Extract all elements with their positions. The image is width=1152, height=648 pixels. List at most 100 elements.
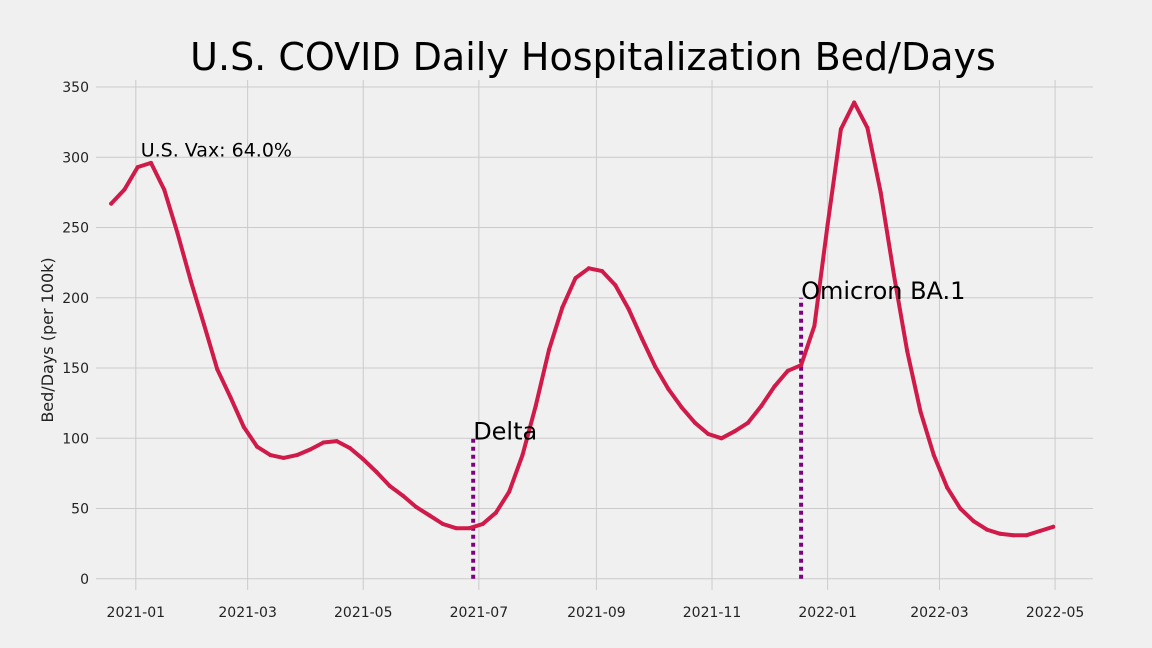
- data-point: [467, 526, 472, 531]
- y-tick-label: 250: [62, 221, 89, 237]
- x-tick-label: 2021-01: [107, 605, 166, 621]
- data-point: [162, 187, 167, 192]
- data-point: [334, 439, 339, 444]
- data-point: [268, 453, 273, 458]
- data-point: [148, 160, 153, 165]
- data-point: [759, 403, 764, 408]
- data-point: [984, 527, 989, 532]
- data-point: [878, 190, 883, 195]
- data-point: [958, 506, 963, 511]
- x-tick-label: 2021-05: [334, 605, 393, 621]
- data-point: [427, 513, 432, 518]
- x-tick-label: 2022-03: [910, 605, 969, 621]
- data-point: [175, 231, 180, 236]
- data-point: [945, 485, 950, 490]
- y-tick-label: 0: [80, 572, 89, 588]
- event-label: Omicron BA.1: [801, 277, 965, 305]
- data-point: [666, 387, 671, 392]
- data-point: [308, 447, 313, 452]
- data-point: [454, 526, 459, 531]
- data-point: [374, 469, 379, 474]
- data-point: [732, 429, 737, 434]
- data-point: [202, 322, 207, 327]
- y-axis-label: Bed/Days (per 100k): [38, 257, 57, 422]
- data-point: [294, 453, 299, 458]
- data-point: [679, 405, 684, 410]
- data-point: [626, 307, 631, 312]
- data-point: [931, 453, 936, 458]
- event-label: Delta: [473, 417, 537, 445]
- data-point: [639, 336, 644, 341]
- data-point: [799, 363, 804, 368]
- data-point: [480, 521, 485, 526]
- data-point: [746, 420, 751, 425]
- data-point: [347, 446, 352, 451]
- data-point: [520, 453, 525, 458]
- data-point: [812, 323, 817, 328]
- vaccination-rate-label: U.S. Vax: 64.0%: [141, 139, 292, 161]
- x-tick-label: 2021-09: [567, 605, 626, 621]
- data-point: [692, 420, 697, 425]
- data-point: [215, 367, 220, 372]
- data-point: [838, 127, 843, 132]
- data-point: [414, 505, 419, 510]
- data-point: [533, 403, 538, 408]
- data-point: [573, 276, 578, 281]
- data-point: [971, 519, 976, 524]
- data-point: [613, 283, 618, 288]
- data-point: [109, 201, 114, 206]
- data-point: [905, 349, 910, 354]
- data-point: [440, 521, 445, 526]
- data-point: [600, 269, 605, 274]
- data-point: [865, 125, 870, 130]
- data-point: [135, 165, 140, 170]
- data-point: [387, 484, 392, 489]
- y-tick-label: 200: [62, 291, 89, 307]
- data-point: [1051, 524, 1056, 529]
- data-point: [281, 455, 286, 460]
- data-point: [719, 436, 724, 441]
- data-point: [361, 457, 366, 462]
- series-layer: [109, 100, 1056, 538]
- y-tick-label: 100: [62, 431, 89, 447]
- chart-title: U.S. COVID Daily Hospitalization Bed/Day…: [190, 35, 996, 79]
- grid: [96, 80, 1093, 590]
- data-point: [321, 440, 326, 445]
- axis-ticks: 0 50 100 150 200 250 300 350 2021-01 2021-03 2021-…: [62, 80, 1084, 621]
- data-point: [852, 100, 857, 105]
- data-point: [891, 273, 896, 278]
- data-point: [401, 493, 406, 498]
- data-point: [228, 395, 233, 400]
- data-point: [547, 347, 552, 352]
- data-point: [918, 409, 923, 414]
- x-tick-label: 2022-01: [798, 605, 857, 621]
- y-tick-label: 50: [71, 502, 89, 518]
- data-point: [493, 510, 498, 515]
- data-point: [1011, 533, 1016, 538]
- data-point: [560, 305, 565, 310]
- data-point: [586, 266, 591, 271]
- data-point: [122, 187, 127, 192]
- y-tick-label: 350: [62, 80, 89, 96]
- x-tick-label: 2021-07: [450, 605, 509, 621]
- data-point: [772, 384, 777, 389]
- data-point: [1037, 528, 1042, 533]
- data-point: [241, 425, 246, 430]
- data-point: [825, 222, 830, 227]
- data-point: [653, 364, 658, 369]
- data-point: [706, 432, 711, 437]
- data-point: [255, 444, 260, 449]
- data-point: [507, 489, 512, 494]
- series-line: [109, 100, 1056, 538]
- x-tick-label: 2021-11: [683, 605, 742, 621]
- annotations: U.S. Vax: 64.0% Delta Omicron BA.1: [141, 139, 966, 445]
- event-markers: [471, 297, 804, 579]
- y-tick-label: 300: [62, 150, 89, 166]
- y-tick-label: 150: [62, 361, 89, 377]
- x-tick-label: 2021-03: [218, 605, 277, 621]
- data-point: [998, 531, 1003, 536]
- x-tick-label: 2022-05: [1026, 605, 1085, 621]
